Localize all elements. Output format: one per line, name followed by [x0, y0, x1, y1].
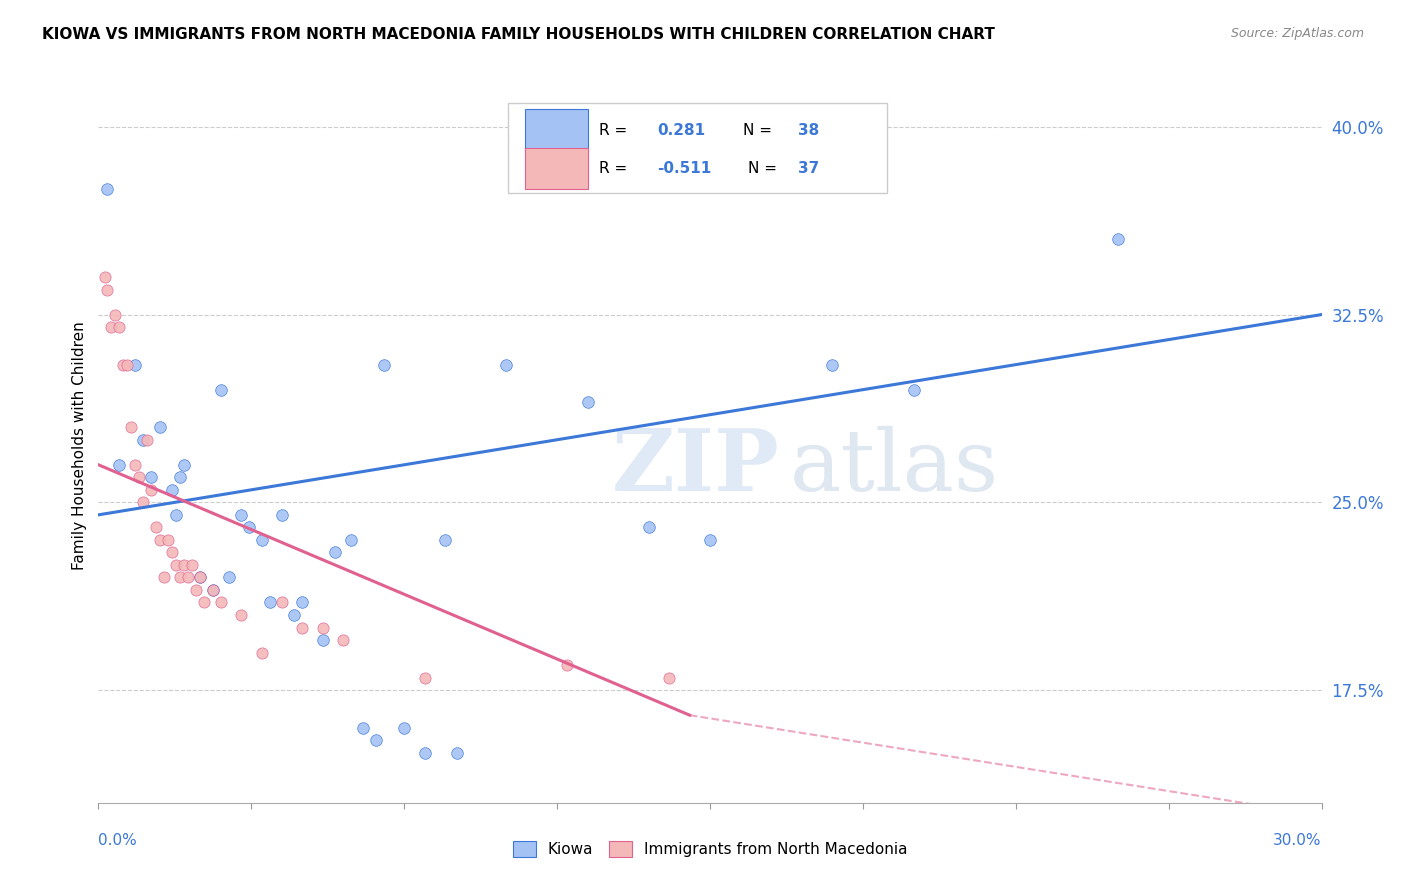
Point — [231, 607, 253, 622]
Point — [291, 595, 314, 609]
Point — [903, 383, 925, 397]
Point — [169, 470, 191, 484]
Point — [132, 495, 155, 509]
Text: N =: N = — [748, 161, 782, 176]
Point — [128, 470, 150, 484]
Text: R =: R = — [599, 122, 631, 137]
Point — [111, 358, 134, 372]
Point — [186, 582, 208, 597]
Point — [136, 433, 159, 447]
Text: atlas: atlas — [790, 425, 998, 509]
Point — [283, 607, 305, 622]
Point — [96, 283, 118, 297]
Point — [250, 533, 273, 547]
Point — [108, 458, 131, 472]
Point — [104, 308, 127, 322]
Point — [250, 646, 273, 660]
Text: 30.0%: 30.0% — [1274, 833, 1322, 848]
Point — [201, 582, 224, 597]
Point — [193, 595, 215, 609]
Point — [177, 570, 200, 584]
Text: 0.0%: 0.0% — [98, 833, 138, 848]
Point — [124, 358, 146, 372]
Point — [312, 633, 335, 648]
Text: KIOWA VS IMMIGRANTS FROM NORTH MACEDONIA FAMILY HOUSEHOLDS WITH CHILDREN CORRELA: KIOWA VS IMMIGRANTS FROM NORTH MACEDONIA… — [42, 27, 995, 42]
Point — [120, 420, 142, 434]
Point — [181, 558, 204, 572]
Text: 38: 38 — [799, 122, 820, 137]
Point — [145, 520, 167, 534]
Point — [231, 508, 253, 522]
Point — [270, 595, 294, 609]
FancyBboxPatch shape — [526, 110, 588, 151]
Point — [218, 570, 240, 584]
Text: ZIP: ZIP — [612, 425, 780, 509]
Point — [392, 721, 416, 735]
Point — [270, 508, 294, 522]
Text: N =: N = — [742, 122, 778, 137]
Point — [188, 570, 212, 584]
Point — [188, 570, 212, 584]
Point — [93, 270, 115, 285]
Point — [160, 545, 183, 559]
Legend: Kiowa, Immigrants from North Macedonia: Kiowa, Immigrants from North Macedonia — [506, 835, 914, 863]
Point — [124, 458, 146, 472]
Point — [658, 671, 681, 685]
Text: 37: 37 — [799, 161, 820, 176]
Point — [141, 470, 163, 484]
Point — [340, 533, 363, 547]
Point — [364, 733, 387, 747]
Point — [173, 458, 195, 472]
Point — [160, 483, 183, 497]
Point — [100, 320, 122, 334]
Point — [173, 558, 195, 572]
Point — [433, 533, 456, 547]
Point — [96, 182, 118, 196]
Point — [446, 746, 468, 760]
Point — [259, 595, 281, 609]
Point — [352, 721, 374, 735]
Point — [323, 545, 346, 559]
Point — [699, 533, 721, 547]
Point — [291, 621, 314, 635]
Point — [149, 420, 172, 434]
Y-axis label: Family Households with Children: Family Households with Children — [72, 322, 87, 570]
Point — [132, 433, 155, 447]
Text: 0.281: 0.281 — [658, 122, 706, 137]
Text: -0.511: -0.511 — [658, 161, 711, 176]
FancyBboxPatch shape — [526, 148, 588, 189]
Point — [312, 621, 335, 635]
Point — [165, 508, 187, 522]
Point — [209, 383, 232, 397]
Point — [115, 358, 138, 372]
Point — [413, 671, 436, 685]
Point — [149, 533, 172, 547]
Point — [332, 633, 354, 648]
Point — [169, 570, 191, 584]
Point — [201, 582, 224, 597]
Point — [141, 483, 163, 497]
Point — [108, 320, 131, 334]
Point — [373, 358, 395, 372]
Point — [638, 520, 661, 534]
Point — [156, 533, 179, 547]
Point — [557, 658, 579, 673]
Point — [1107, 232, 1129, 246]
Point — [209, 595, 232, 609]
Point — [165, 558, 187, 572]
FancyBboxPatch shape — [508, 103, 887, 193]
Point — [238, 520, 260, 534]
Point — [821, 358, 844, 372]
Text: R =: R = — [599, 161, 631, 176]
Text: Source: ZipAtlas.com: Source: ZipAtlas.com — [1230, 27, 1364, 40]
Point — [413, 746, 436, 760]
Point — [152, 570, 174, 584]
Point — [576, 395, 599, 409]
Point — [495, 358, 517, 372]
